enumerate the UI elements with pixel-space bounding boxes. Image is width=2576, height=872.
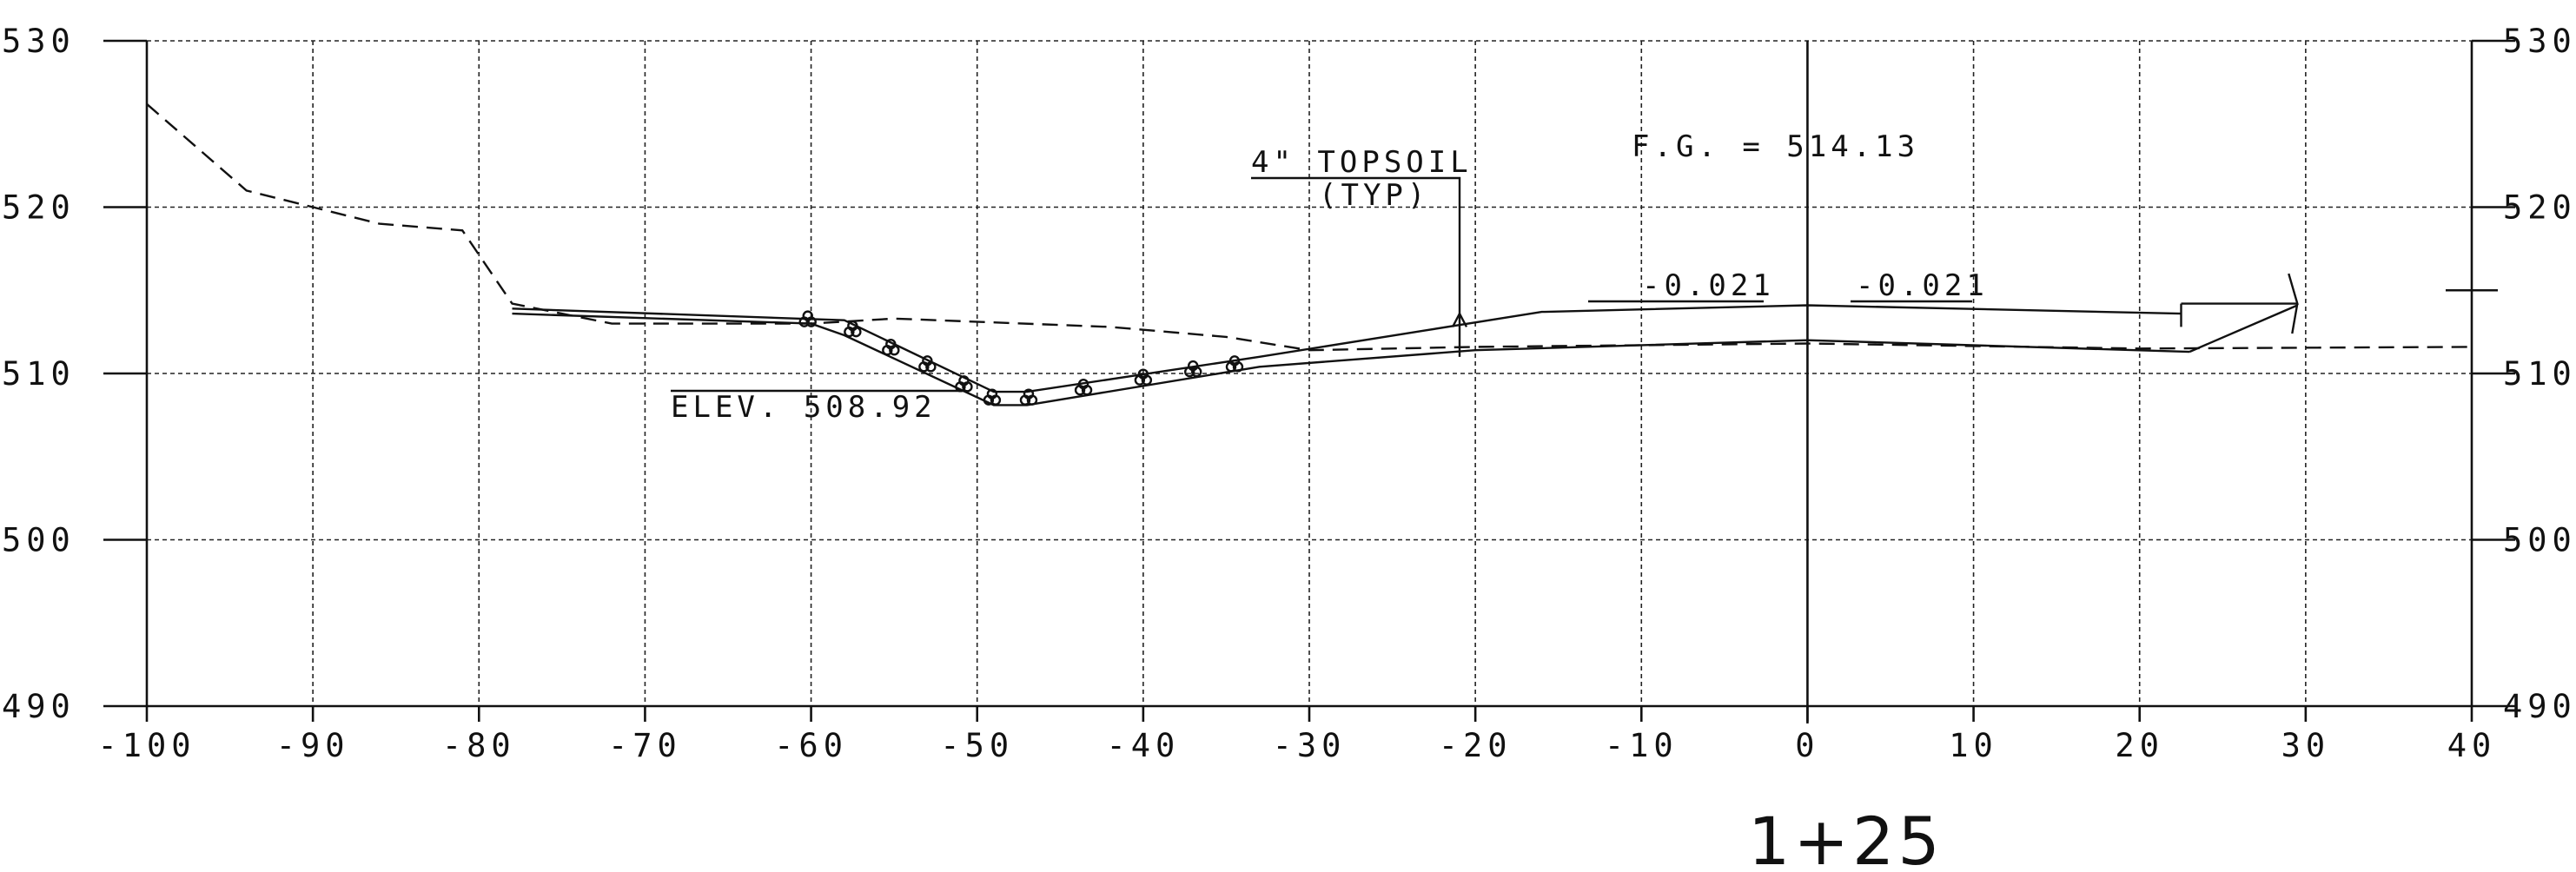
- riprap-symbol: [1187, 360, 1199, 372]
- y-tick-label-left: 510: [2, 355, 76, 393]
- proposed-grade-top-line: [512, 304, 2182, 393]
- x-tick-label: -30: [1273, 727, 1347, 764]
- topsoil-note: 4" TOPSOIL: [1251, 145, 1473, 180]
- riprap-symbol: [847, 320, 858, 332]
- curb-detail: [2180, 273, 2299, 334]
- riprap-symbol: [1228, 355, 1241, 367]
- topsoil-leader-arrow: [1451, 311, 1468, 327]
- y-tick-label-left: 490: [2, 688, 76, 725]
- riprap-symbol: [802, 310, 813, 321]
- riprap-symbol: [922, 355, 933, 367]
- x-tick-label: -20: [1439, 727, 1513, 764]
- grid: [145, 40, 2473, 723]
- x-tick-label: -80: [442, 727, 516, 764]
- x-tick-label: -70: [608, 727, 682, 764]
- x-tick-label: -40: [1106, 727, 1180, 764]
- profile-lines: [146, 102, 2473, 406]
- x-tick-label: -90: [276, 727, 350, 764]
- y-tick-label-left: 500: [2, 522, 76, 559]
- riprap-symbol: [958, 375, 970, 386]
- y-tick-label-left: 530: [2, 23, 76, 60]
- riprap-symbol: [986, 388, 998, 400]
- topsoil-leader-line: [1251, 176, 1461, 357]
- x-tick-label: -10: [1605, 727, 1679, 764]
- station-label: 1+25: [1748, 803, 1944, 872]
- x-tick-label: 40: [2447, 727, 2497, 764]
- existing-ground-line: [146, 102, 2473, 352]
- x-tick-label: 30: [2281, 727, 2331, 764]
- topsoil-typ-note: (TYP): [1319, 178, 1429, 213]
- y-tick-label-right: 500: [2503, 522, 2576, 559]
- y-tick-label-left: 520: [2, 189, 76, 227]
- curb-slope-line: [2189, 304, 2298, 353]
- y-tick-label-right: 510: [2503, 355, 2576, 393]
- y-tick-label-right: 530: [2503, 23, 2576, 60]
- x-tick-label: -100: [97, 727, 195, 764]
- riprap-symbol: [1023, 388, 1035, 400]
- x-tick-label: 0: [1795, 727, 1819, 764]
- ditch-elevation-label: ELEV. 508.92: [671, 390, 937, 425]
- x-tick-label: 20: [2115, 727, 2164, 764]
- y-tick-label-right: 490: [2503, 688, 2576, 725]
- x-tick-label: -50: [940, 727, 1014, 764]
- y-tick-label-right: 520: [2503, 189, 2576, 227]
- finish-grade-note: F.G. = 514.13: [1632, 129, 1919, 164]
- riprap-symbol: [1137, 368, 1149, 380]
- riprap-symbol: [885, 338, 897, 350]
- x-tick-label: -60: [774, 727, 848, 764]
- slope-left-label: -0.021: [1642, 268, 1775, 303]
- slope-right-label: -0.021: [1856, 268, 1989, 303]
- riprap-symbol: [1077, 378, 1089, 390]
- x-tick-label: 10: [1949, 727, 1998, 764]
